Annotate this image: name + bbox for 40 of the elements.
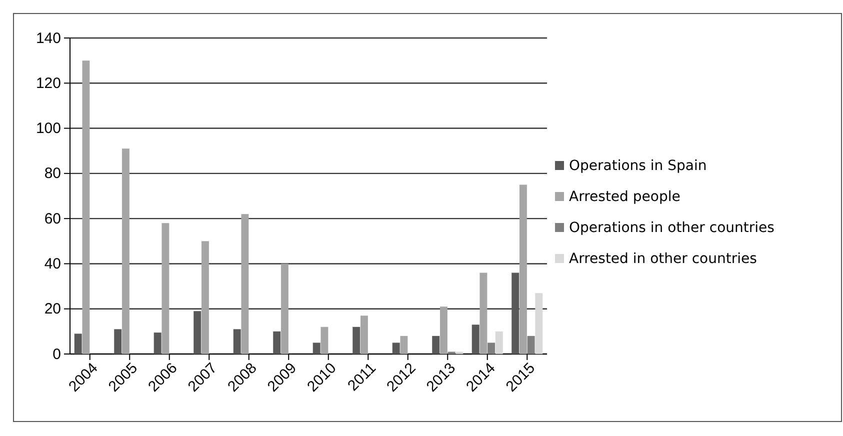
legend-label: Arrested people xyxy=(569,189,680,205)
bar xyxy=(201,241,209,354)
bar xyxy=(320,326,328,354)
bar xyxy=(74,334,82,354)
bar xyxy=(432,336,440,354)
bar xyxy=(392,342,400,354)
bar xyxy=(527,336,535,354)
bar xyxy=(114,329,122,354)
bar xyxy=(495,331,503,354)
bar xyxy=(162,223,170,354)
bar xyxy=(360,316,368,354)
y-tick-label: 140 xyxy=(36,30,61,47)
bar xyxy=(440,306,448,354)
bar xyxy=(122,148,130,354)
bar xyxy=(472,324,480,354)
bar xyxy=(488,342,496,354)
y-tick-label: 20 xyxy=(44,300,61,318)
bar xyxy=(312,342,320,354)
bar xyxy=(233,329,241,354)
y-tick-label: 0 xyxy=(52,346,61,363)
legend-label: Operations in Spain xyxy=(569,158,707,174)
bar xyxy=(280,264,288,354)
bar xyxy=(519,184,527,354)
y-tick-label: 80 xyxy=(44,165,61,182)
bar xyxy=(480,272,488,354)
y-tick-label: 120 xyxy=(36,74,61,92)
bar xyxy=(535,293,543,354)
bar xyxy=(241,214,249,354)
bar xyxy=(194,311,202,354)
y-tick-label: 100 xyxy=(36,120,61,138)
bar xyxy=(352,326,360,354)
y-tick-label: 60 xyxy=(44,210,61,228)
y-tick-label: 40 xyxy=(44,256,61,273)
bar xyxy=(82,60,90,354)
bar xyxy=(273,331,281,354)
bar xyxy=(512,272,520,354)
bar xyxy=(154,332,162,354)
bar xyxy=(400,336,408,354)
legend-label: Operations in other countries xyxy=(569,220,774,236)
legend-label: Arrested in other countries xyxy=(569,251,757,267)
